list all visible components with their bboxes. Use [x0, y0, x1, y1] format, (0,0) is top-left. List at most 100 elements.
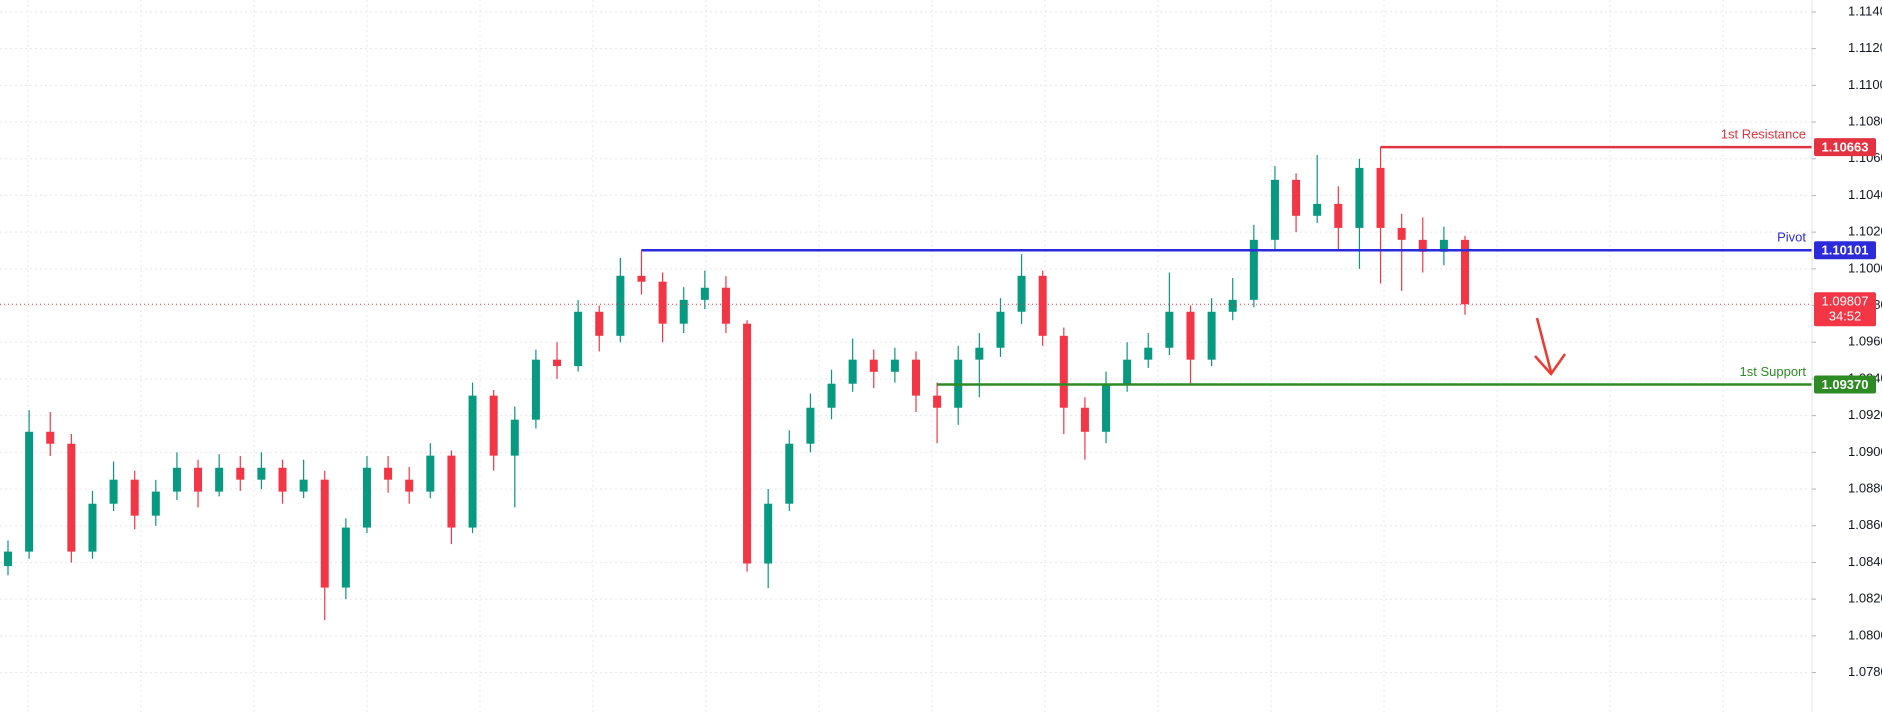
- y-tick-label: 1.09600: [1848, 334, 1882, 349]
- candle-body: [215, 467, 224, 492]
- countdown-label: 34:52: [1829, 309, 1862, 324]
- candle-body: [890, 359, 899, 372]
- y-tick-label: 1.11200: [1848, 40, 1882, 55]
- candle-body: [426, 455, 435, 492]
- candle-body: [1080, 407, 1089, 432]
- y-tick-label: 1.11000: [1848, 77, 1882, 92]
- candle-body: [721, 287, 730, 324]
- candle-body: [236, 467, 245, 480]
- candle-body: [46, 431, 55, 444]
- candle-body: [88, 503, 97, 552]
- y-tick-label: 1.10800: [1848, 113, 1882, 128]
- candle-body: [1439, 239, 1448, 252]
- candle-body: [1207, 311, 1216, 360]
- candle-body: [869, 359, 878, 372]
- candle-body: [341, 527, 350, 588]
- candle-body: [700, 287, 709, 300]
- grid: [0, 0, 1812, 712]
- candle-body: [1102, 383, 1111, 432]
- candle-body: [1461, 239, 1469, 305]
- y-tick-label: 1.09200: [1848, 407, 1882, 422]
- price-axis: 1.07800 1.08000 1.08200 1.08400 1.08600 1.088…: [1812, 3, 1882, 679]
- candle-body: [25, 431, 34, 552]
- candle-body: [1038, 275, 1047, 336]
- candle-body: [299, 479, 308, 492]
- level-name: 1st Support: [1740, 364, 1807, 379]
- candle-body: [320, 479, 329, 588]
- level-tag-label: 1.10663: [1822, 140, 1869, 155]
- last-price-tag: [1814, 292, 1876, 327]
- candle-body: [1059, 335, 1068, 408]
- candle-body: [785, 443, 794, 504]
- candle-body: [933, 395, 942, 408]
- candle-body: [194, 467, 203, 492]
- candle-body: [996, 311, 1005, 348]
- level-tag-label: 1.09370: [1822, 377, 1869, 392]
- candle-body: [743, 323, 752, 564]
- candle-body: [1313, 203, 1322, 216]
- candle-body: [848, 359, 857, 384]
- candle-body: [1017, 275, 1026, 312]
- candle-body: [278, 467, 287, 492]
- candle-body: [257, 467, 266, 480]
- candle-body: [1418, 239, 1427, 252]
- y-tick-label: 1.08600: [1848, 517, 1882, 532]
- y-tick-label: 1.08200: [1848, 591, 1882, 606]
- candle-body: [151, 491, 160, 516]
- candle-body: [109, 479, 118, 504]
- candle-body: [827, 383, 836, 408]
- arrow-head: [1534, 353, 1567, 377]
- candle-body: [806, 407, 815, 444]
- plot-area: 1st Resistance Pivot 1st Support: [0, 127, 1812, 621]
- candle-body: [658, 281, 667, 324]
- candle-body: [1376, 167, 1385, 228]
- candle-body: [637, 275, 646, 282]
- candle-body: [1249, 239, 1258, 300]
- candle-body: [67, 443, 76, 552]
- candle-body: [1292, 179, 1301, 216]
- level-name: 1st Resistance: [1721, 127, 1806, 142]
- y-tick-label: 1.11400: [1848, 3, 1882, 18]
- candle-body: [553, 359, 562, 367]
- y-tick-label: 1.07800: [1848, 664, 1882, 679]
- y-tick-label: 1.10000: [1848, 260, 1882, 275]
- candle-body: [362, 467, 371, 528]
- candle-body: [595, 311, 604, 336]
- candle-body: [764, 503, 773, 564]
- forecast-arrow: [1534, 317, 1567, 377]
- candle-body: [447, 455, 456, 528]
- candle-body: [489, 395, 498, 456]
- candle-body: [1270, 179, 1279, 240]
- candle-body: [1144, 347, 1153, 360]
- candle-body: [4, 551, 12, 567]
- last-price-label: 1.09807: [1822, 294, 1869, 309]
- candle-body: [1355, 167, 1364, 228]
- candle-body: [1165, 311, 1174, 348]
- candle-body: [1228, 299, 1237, 312]
- candle-body: [1123, 359, 1132, 384]
- candle-body: [172, 467, 181, 492]
- candle-body: [616, 275, 625, 336]
- candle-body: [911, 359, 920, 396]
- candle-body: [531, 359, 540, 420]
- candle-body: [384, 467, 393, 480]
- y-tick-label: 1.09000: [1848, 444, 1882, 459]
- candle-body: [975, 347, 984, 360]
- level-name: Pivot: [1777, 230, 1806, 245]
- y-tick-label: 1.08000: [1848, 627, 1882, 642]
- candle-body: [1397, 227, 1406, 240]
- y-tick-label: 1.08800: [1848, 480, 1882, 495]
- y-tick-label: 1.10200: [1848, 224, 1882, 239]
- y-tick-label: 1.10400: [1848, 187, 1882, 202]
- y-tick-label: 1.08400: [1848, 554, 1882, 569]
- candle-body: [468, 395, 477, 528]
- candle-body: [130, 479, 139, 516]
- candle-body: [1186, 311, 1195, 360]
- candle-body: [1334, 203, 1343, 228]
- level-tag: [1814, 138, 1876, 157]
- candle-body: [679, 299, 688, 324]
- candle-body: [574, 311, 583, 367]
- level-tag: [1814, 375, 1876, 394]
